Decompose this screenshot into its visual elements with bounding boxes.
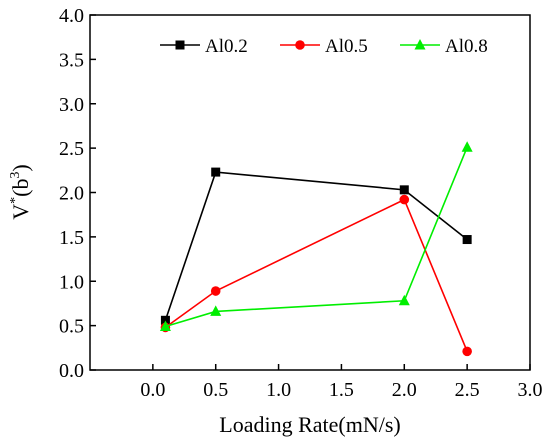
series-line-al0-2 [164, 171, 468, 321]
x-tick-label: 2.0 [392, 379, 417, 401]
y-axis: 0.0 0.5 1.0 1.5 2.0 2.5 3.0 3.5 4.0 [59, 5, 96, 382]
y-tick-label: 0.0 [59, 360, 84, 382]
legend-label-al0-8: Al0.8 [445, 36, 488, 57]
y-axis-title-close: ) [8, 164, 33, 171]
data-point-al0-2 [211, 167, 221, 177]
data-point-al0-2 [160, 315, 170, 325]
y-axis-title: V*(b3) [8, 164, 33, 220]
plot-frame [89, 14, 531, 371]
series-al0-5 [160, 194, 472, 357]
y-axis-title-open: (b [8, 179, 33, 197]
y-tick-label: 1.5 [59, 227, 84, 249]
series-line-al0-8 [165, 146, 468, 328]
legend-marker-al0-2 [175, 40, 185, 50]
data-point-al0-8 [461, 141, 473, 152]
series-al0-8 [159, 141, 473, 332]
y-tick-label: 0.5 [59, 316, 84, 338]
legend-item-al0-2: Al0.2 [160, 36, 248, 57]
y-tick-label: 2.0 [59, 183, 84, 205]
data-point-al0-2 [399, 185, 409, 195]
legend-label-al0-5: Al0.5 [325, 36, 368, 57]
legend-label-al0-2: Al0.2 [205, 36, 248, 57]
data-point-al0-8 [210, 305, 222, 316]
x-tick-label: 1.5 [329, 379, 354, 401]
data-point-al0-5 [210, 286, 221, 296]
data-point-al0-8 [398, 294, 410, 306]
y-axis-title-sup-star: * [8, 197, 23, 204]
y-tick-label: 3.0 [59, 94, 84, 116]
x-tick-label: 3.0 [518, 379, 543, 401]
y-axis-title-base: V [8, 204, 33, 220]
data-point-al0-8 [159, 320, 171, 332]
series-layer [159, 141, 473, 357]
x-tick-label: 0.5 [203, 379, 228, 401]
y-tick-label: 3.5 [59, 49, 84, 71]
series-line-al0-5 [164, 198, 468, 352]
legend-item-al0-5: Al0.5 [280, 36, 368, 57]
x-tick-label: 0.0 [140, 379, 165, 401]
data-point-al0-5 [399, 194, 410, 205]
x-tick-label: 2.5 [455, 379, 480, 401]
x-tick-label: 1.0 [266, 379, 291, 401]
legend-item-al0-8: Al0.8 [400, 36, 488, 57]
x-axis: 0.0 0.5 1.0 1.5 2.0 2.5 3.0 [140, 364, 543, 401]
y-axis-title-sup-3: 3 [8, 172, 23, 179]
x-axis-title: Loading Rate(mN/s) [219, 412, 400, 437]
y-tick-label: 4.0 [59, 5, 84, 27]
data-point-al0-2 [462, 235, 472, 245]
legend-marker-al0-8 [414, 39, 426, 50]
legend: Al0.2 Al0.5 Al0.8 [160, 36, 488, 57]
y-tick-label: 2.5 [59, 138, 84, 160]
y-tick-label: 1.0 [59, 271, 84, 293]
data-point-al0-5 [462, 346, 472, 357]
series-al0-2 [160, 167, 472, 325]
legend-marker-al0-5 [295, 40, 305, 50]
